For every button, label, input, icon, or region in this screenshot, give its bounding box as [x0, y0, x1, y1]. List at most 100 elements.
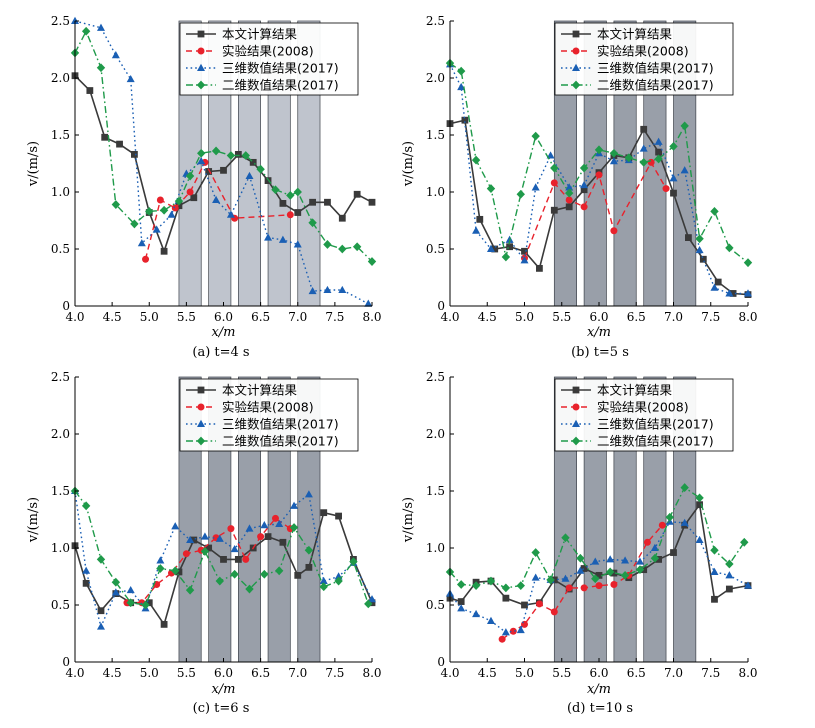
data-point-s4: [609, 148, 619, 158]
data-point-s3: [226, 210, 235, 218]
data-point-s1: [536, 264, 543, 272]
data-point-s2: [580, 584, 588, 592]
chart-panel-4: 4.0 4.5 5.0 5.5 6.0 6.5 7.0 7.5 8.0 0 0.5 1.0 1.5 2.0…: [401, 370, 758, 716]
data-point-s1: [101, 133, 109, 141]
data-point-s1: [205, 168, 213, 175]
data-point-s3: [680, 166, 689, 174]
data-point-s3: [639, 144, 648, 152]
legend-label: 实验结果(2008): [597, 400, 689, 415]
data-point-s2: [509, 627, 517, 635]
y-tick-label: 2.5: [426, 14, 445, 28]
data-point-s1: [550, 206, 558, 214]
data-point-s4: [516, 581, 525, 591]
data-point-s2: [662, 185, 670, 193]
data-point-s4: [141, 600, 150, 610]
legend-label: 本文计算结果: [597, 27, 673, 42]
data-point-s4: [710, 545, 719, 555]
data-point-s4: [605, 567, 615, 577]
data-point-s3: [710, 283, 719, 291]
y-tick-label: 1.5: [51, 128, 70, 142]
legend-label: 二维数值结果(2017): [222, 434, 339, 449]
x-tick-label: 8.0: [738, 310, 757, 324]
data-point-s1: [580, 565, 588, 572]
data-point-s3: [606, 555, 615, 563]
data-point-s4: [289, 523, 299, 532]
data-point-s4: [364, 599, 373, 609]
legend-label: 本文计算结果: [222, 383, 298, 398]
data-point-s3: [650, 543, 659, 551]
legend-box: [554, 378, 734, 452]
data-point-s1: [655, 148, 662, 156]
data-point-s1: [338, 214, 346, 222]
data-point-s1: [502, 594, 510, 602]
data-point-s1: [264, 533, 272, 540]
data-point-s1: [294, 209, 302, 216]
legend-marker: [197, 386, 205, 394]
x-tick-label: 8.0: [738, 666, 757, 680]
x-tick-label: 6.0: [214, 310, 233, 324]
data-point-s4: [680, 483, 689, 492]
y-axis-label: v/(m/s): [401, 141, 416, 187]
data-point-s3: [308, 286, 317, 295]
data-point-s4: [111, 200, 121, 209]
panel-caption: (c) t=6 s: [193, 701, 250, 716]
legend-marker: [572, 403, 580, 411]
legend-marker: [572, 419, 580, 427]
data-point-s4: [516, 189, 525, 199]
data-point-s1: [335, 512, 342, 520]
data-point-s4: [241, 151, 250, 160]
y-tick-label: 2.0: [426, 427, 445, 441]
data-point-s2: [182, 550, 190, 558]
y-tick-label: 2.5: [426, 370, 445, 384]
data-point-s1: [670, 549, 677, 556]
data-point-s3: [171, 522, 180, 530]
legend-marker: [572, 30, 580, 38]
data-point-s1: [655, 556, 662, 563]
data-point-s3: [338, 285, 347, 294]
y-axis-label: v/(m/s): [401, 497, 416, 543]
legend-label: 二维数值结果(2017): [597, 78, 714, 93]
data-point-s1: [160, 620, 168, 628]
data-point-s4: [501, 583, 511, 593]
legend-marker: [572, 63, 580, 71]
legend-marker: [196, 436, 206, 446]
x-tick-label: 5.5: [177, 666, 196, 680]
data-point-s1: [521, 247, 528, 255]
data-point-s4: [323, 240, 332, 249]
data-point-s4: [367, 257, 377, 266]
data-point-s4: [271, 185, 280, 195]
y-tick-label: 2.0: [426, 71, 445, 85]
y-tick-label: 2.5: [51, 370, 70, 384]
data-point-s3: [561, 574, 570, 582]
legend-marker: [197, 47, 205, 55]
data-point-s3: [669, 174, 678, 182]
data-point-s1: [714, 278, 722, 286]
data-point-s1: [725, 585, 733, 593]
data-point-s2: [643, 538, 651, 546]
data-point-s1: [699, 255, 707, 263]
data-point-s3: [126, 74, 135, 83]
data-point-s3: [212, 195, 221, 203]
data-point-s4: [171, 566, 180, 576]
data-point-s4: [174, 196, 184, 206]
data-point-s4: [639, 157, 648, 167]
chart-panel-1: 4.0 4.5 5.0 5.5 6.0 6.5 7.0 7.5 8.0 0 0.5 1.0 1.5 2.0…: [26, 14, 382, 360]
data-point-s4: [654, 154, 663, 164]
y-tick-label: 0.5: [426, 242, 445, 256]
legend-marker: [196, 80, 206, 90]
data-point-s1: [294, 571, 302, 579]
data-point-s3: [290, 501, 299, 509]
data-point-s3: [725, 571, 734, 579]
y-tick-label: 0: [62, 655, 70, 669]
y-tick-label: 0.5: [51, 598, 70, 612]
data-point-s1: [324, 198, 331, 206]
data-point-s4: [531, 131, 540, 141]
x-tick-label: 7.0: [664, 666, 683, 680]
data-point-s1: [190, 536, 198, 544]
data-point-s2: [242, 555, 250, 563]
data-point-s4: [245, 584, 254, 594]
data-point-s4: [669, 142, 678, 151]
chart-panel-2: 4.0 4.5 5.0 5.5 6.0 6.5 7.0 7.5 8.0 0 0.5 1.0 1.5 2.0…: [401, 14, 758, 360]
data-point-s4: [486, 576, 496, 586]
y-tick-label: 0: [437, 299, 445, 313]
